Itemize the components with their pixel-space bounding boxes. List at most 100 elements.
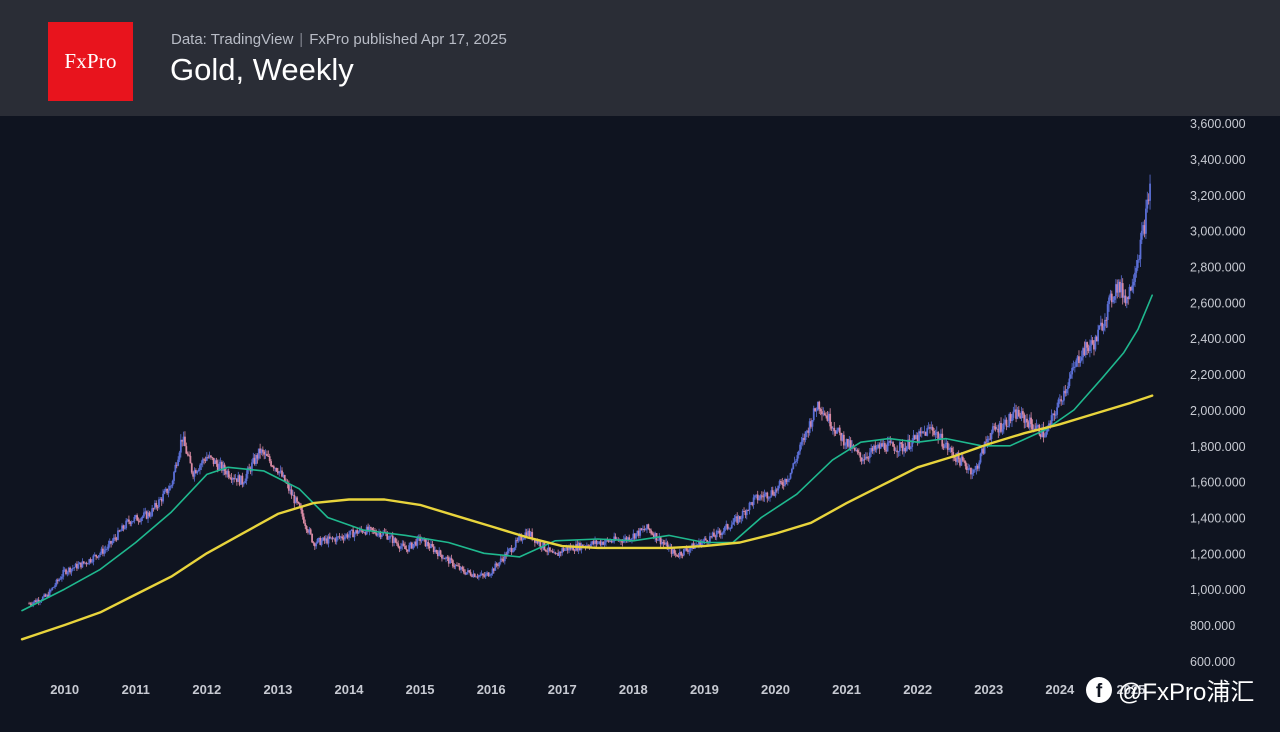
candle-body [387, 538, 390, 540]
candle-body [644, 529, 647, 531]
candle-body [33, 600, 36, 603]
candle-body [926, 428, 929, 436]
candle-body [140, 518, 143, 522]
candle-body [462, 569, 465, 573]
candle-body [363, 532, 365, 533]
candle-body [596, 542, 599, 544]
candle-body [874, 445, 877, 450]
candle-body [765, 492, 767, 495]
candle-body [214, 460, 216, 465]
candle-body [327, 536, 330, 544]
candle-body [529, 532, 532, 537]
candle-body [639, 528, 642, 536]
candle-body [670, 546, 673, 554]
candle-body [117, 530, 119, 540]
candle-body [1082, 348, 1084, 358]
candle-body [605, 539, 607, 543]
candle-body [133, 517, 136, 522]
candle-body [300, 507, 303, 510]
candle-body [382, 532, 385, 536]
candle-body [37, 599, 40, 603]
candle-body [151, 508, 154, 516]
candle-body [682, 548, 685, 556]
candle-body [919, 431, 922, 434]
candle-body [920, 431, 923, 434]
candle-body [225, 470, 227, 475]
candle-body [573, 550, 576, 552]
candle-body [600, 541, 603, 545]
candle-body [528, 530, 531, 537]
candle-body [129, 521, 132, 525]
candle-body [119, 530, 122, 532]
candle-body [337, 536, 339, 538]
candle-body [527, 530, 529, 536]
candle-body [242, 483, 245, 485]
candle-body [346, 534, 349, 538]
candle-body [199, 465, 201, 470]
candle-body [309, 529, 312, 534]
candle-body [948, 449, 950, 451]
candle-body [976, 465, 979, 469]
candle-body [754, 495, 756, 498]
candle-body [957, 452, 960, 460]
candle-body [467, 570, 469, 573]
candle-body [778, 481, 781, 486]
candle-body [177, 459, 180, 466]
candle-body [1000, 423, 1002, 432]
candle-body [826, 415, 829, 421]
candle-body [271, 465, 274, 467]
candle-body [266, 453, 268, 457]
candle-body [48, 590, 51, 597]
candle-body [513, 547, 516, 551]
candle-body [450, 558, 453, 561]
candle-body [1119, 281, 1121, 293]
candle-body [741, 511, 744, 519]
y-tick-label: 1,400.000 [1190, 511, 1246, 525]
candle-body [931, 426, 934, 431]
candle-body [662, 542, 665, 544]
candle-body [859, 452, 862, 458]
candle-body [345, 534, 348, 537]
candle-body [1008, 414, 1011, 427]
candle-body [1110, 293, 1113, 303]
candle-body [428, 546, 431, 549]
candle-body [512, 550, 514, 553]
candle-body [107, 544, 110, 549]
candle-body [275, 467, 278, 472]
candle-body [650, 530, 652, 534]
candle-body [441, 554, 443, 559]
candle-body [182, 436, 185, 442]
candle-body [918, 431, 920, 442]
candle-body [625, 537, 628, 541]
candle-body [784, 478, 786, 486]
candle-body [840, 432, 843, 441]
candle-body [544, 549, 547, 552]
candle-body [316, 538, 319, 544]
candle-body [636, 530, 639, 534]
candle-body [503, 553, 506, 562]
candle-body [687, 550, 689, 552]
candle-body [439, 550, 442, 555]
fxpro-logo[interactable]: FxPro [48, 22, 133, 101]
candle-body [1020, 411, 1023, 419]
candle-body [836, 430, 838, 434]
candle-body [430, 543, 432, 549]
candle-body [950, 447, 953, 453]
candle-body [566, 547, 569, 551]
candle-body [782, 484, 785, 486]
candle-body [256, 454, 259, 459]
candle-body [301, 509, 304, 517]
candle-body [587, 545, 590, 547]
candle-body [825, 415, 827, 417]
candle-body [1105, 319, 1108, 321]
candle-body [837, 427, 840, 431]
candle-body [524, 532, 527, 539]
candle-body [807, 430, 810, 433]
candle-body [1146, 199, 1149, 209]
candle-body [609, 540, 611, 542]
candle-body [211, 457, 214, 458]
candle-body [339, 536, 342, 538]
candle-body [97, 555, 100, 558]
price-chart[interactable]: 600.000 800.000 1,000.000 1,200.000 1,400.00… [0, 116, 1280, 732]
candle-body [938, 437, 941, 440]
